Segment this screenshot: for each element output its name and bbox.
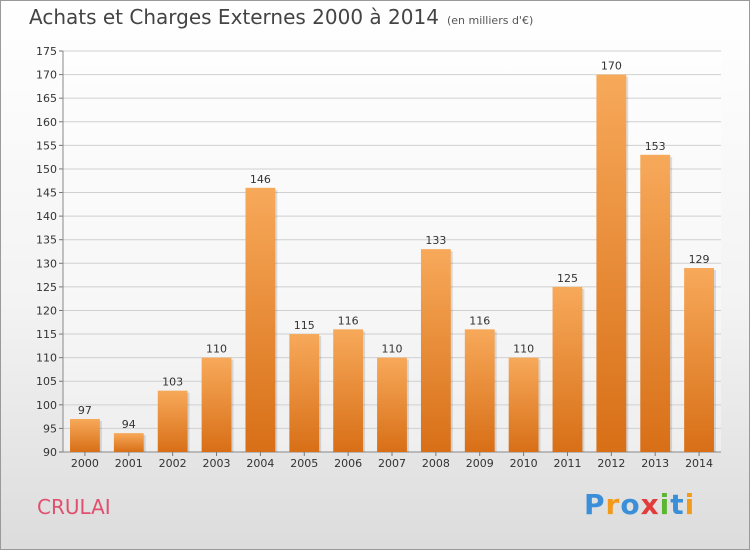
bar — [70, 418, 100, 452]
logo-letter: r — [605, 488, 621, 521]
bar-value-label: 116 — [469, 314, 490, 327]
chart-subtitle: (en milliers d'€) — [446, 14, 534, 27]
x-tick-label: 2010 — [510, 457, 538, 470]
bar — [289, 334, 320, 452]
bar-value-label: 153 — [645, 140, 666, 153]
x-tick-label: 2000 — [71, 457, 99, 470]
y-tick-label: 155 — [36, 139, 57, 152]
bar — [420, 249, 451, 452]
logo-letter: i — [684, 488, 696, 521]
bar — [377, 357, 407, 452]
bar-value-label: 103 — [162, 376, 183, 389]
bar — [508, 357, 539, 452]
y-tick-label: 160 — [36, 116, 57, 129]
bar-value-label: 97 — [78, 404, 92, 417]
bar — [684, 268, 714, 452]
logo-letter: t — [670, 488, 685, 521]
y-tick-label: 95 — [43, 422, 57, 435]
y-tick-label: 100 — [36, 399, 57, 412]
x-tick-label: 2009 — [466, 457, 494, 470]
bar-value-label: 110 — [513, 343, 534, 356]
y-tick-label: 90 — [43, 446, 57, 459]
y-tick-label: 170 — [36, 69, 57, 82]
x-tick-label: 2014 — [685, 457, 713, 470]
y-tick-label: 135 — [36, 234, 57, 247]
bar-value-label: 125 — [557, 272, 578, 285]
logo-letter: o — [620, 488, 641, 521]
bar — [333, 329, 364, 452]
y-tick-label: 150 — [36, 163, 57, 176]
place-name: CRULAI — [37, 495, 111, 519]
logo-letter: P — [584, 488, 606, 521]
bar — [640, 154, 671, 452]
bar — [552, 286, 583, 452]
y-tick-label: 165 — [36, 92, 57, 105]
bar — [464, 329, 495, 452]
y-tick-label: 125 — [36, 281, 57, 294]
y-tick-label: 130 — [36, 257, 57, 270]
bar-value-label: 110 — [382, 343, 403, 356]
bar-value-label: 94 — [122, 418, 136, 431]
x-tick-label: 2003 — [203, 457, 231, 470]
bar-value-label: 133 — [425, 234, 446, 247]
y-tick-label: 120 — [36, 304, 57, 317]
bar-value-label: 110 — [206, 343, 227, 356]
x-tick-label: 2011 — [553, 457, 581, 470]
bar-value-label: 115 — [294, 319, 315, 332]
bar — [201, 357, 232, 452]
bar-value-label: 116 — [338, 314, 359, 327]
chart-title-text: Achats et Charges Externes 2000 à 2014 — [29, 5, 439, 29]
logo-letter: x — [640, 488, 660, 521]
x-tick-label: 2002 — [159, 457, 187, 470]
bar — [113, 433, 144, 452]
x-tick-label: 2008 — [422, 457, 450, 470]
x-tick-label: 2004 — [246, 457, 274, 470]
x-tick-label: 2007 — [378, 457, 406, 470]
bar-value-label: 170 — [601, 60, 622, 73]
proxiti-logo: Proxiti — [584, 488, 695, 521]
y-tick-label: 175 — [36, 45, 57, 58]
y-tick-label: 145 — [36, 187, 57, 200]
y-tick-label: 140 — [36, 210, 57, 223]
x-tick-label: 2006 — [334, 457, 362, 470]
bar — [157, 390, 188, 452]
chart-title: Achats et Charges Externes 2000 à 2014 (e… — [29, 5, 533, 29]
y-tick-label: 110 — [36, 352, 57, 365]
x-tick-label: 2005 — [290, 457, 318, 470]
y-tick-label: 115 — [36, 328, 57, 341]
x-tick-label: 2001 — [115, 457, 143, 470]
bar-value-label: 146 — [250, 173, 271, 186]
logo-letter: i — [659, 488, 671, 521]
bar — [245, 187, 276, 452]
x-tick-label: 2012 — [597, 457, 625, 470]
bar-value-label: 129 — [689, 253, 710, 266]
y-tick-label: 105 — [36, 375, 57, 388]
bar — [596, 74, 627, 453]
x-tick-label: 2013 — [641, 457, 669, 470]
